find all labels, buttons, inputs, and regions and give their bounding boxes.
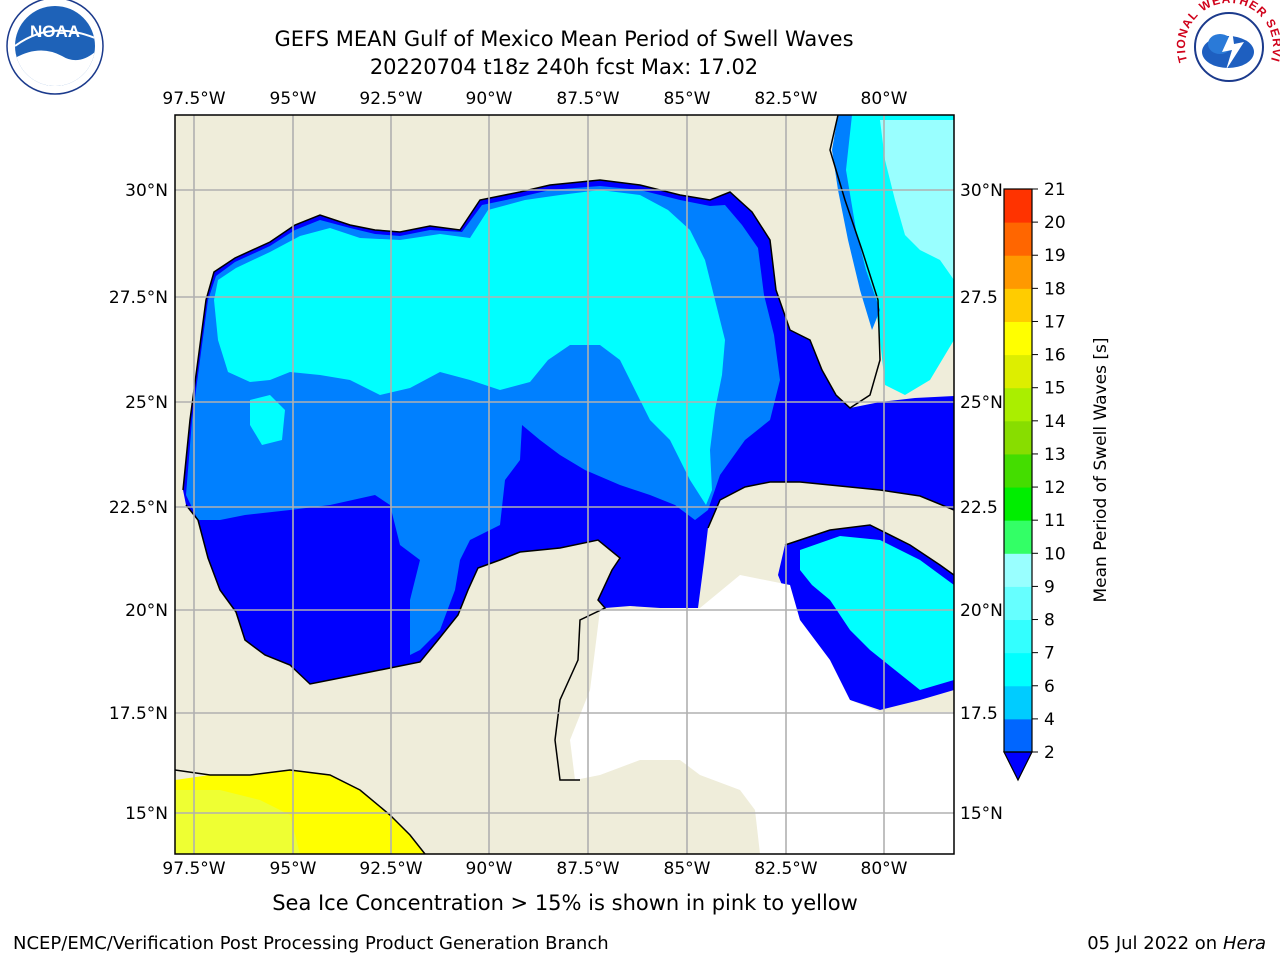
- gulf-water-cyan-patch: [250, 395, 285, 445]
- colorbar-segment: [1004, 321, 1032, 356]
- lon-tick-label: 82.5°W: [754, 859, 817, 879]
- colorbar-tick-label: 16: [1044, 346, 1066, 366]
- colorbar-segment: [1004, 189, 1032, 223]
- colorbar-tick-label: 4: [1044, 710, 1055, 730]
- colorbar-segment: [1004, 354, 1032, 389]
- atlantic-water-lightcyan: [880, 120, 954, 280]
- lat-tick-label-left: 20°N: [125, 601, 168, 621]
- lon-tick-label: 95°W: [270, 89, 317, 109]
- colorbar-tick-label: 11: [1044, 511, 1066, 531]
- pacific-water-lightyellow: [175, 790, 300, 854]
- noaa-logo: NOAA: [6, 0, 104, 95]
- colorbar-segment: [1004, 718, 1032, 753]
- colorbar-segment: [1004, 652, 1032, 687]
- coastline-cuba: [707, 481, 954, 529]
- colorbar-tick-label: 12: [1044, 478, 1066, 498]
- noaa-logo-text: NOAA: [30, 22, 80, 41]
- map-plot-area: [175, 115, 954, 854]
- colorbar-segment: [1004, 619, 1032, 654]
- lat-tick-label-left: 30°N: [125, 181, 168, 201]
- colorbar-segment: [1004, 453, 1032, 488]
- coastline-caribbean: [784, 524, 954, 576]
- colorbar-segment: [1004, 487, 1032, 521]
- lat-tick-label-left: 25°N: [125, 393, 168, 413]
- lon-tick-label: 87.5°W: [556, 859, 619, 879]
- colorbar-segment: [1004, 420, 1032, 455]
- colorbar-tick-label: 15: [1044, 379, 1066, 399]
- colorbar-tick-label: 21: [1044, 180, 1066, 200]
- lat-tick-label-left: 17.5°N: [109, 704, 168, 724]
- colorbar-segment: [1004, 586, 1032, 621]
- caribbean-water-white: [570, 575, 954, 854]
- colorbar-segment: [1004, 553, 1032, 587]
- colorbar-tick-label: 10: [1044, 544, 1066, 564]
- colorbar-label: Mean Period of Swell Waves [s]: [1091, 338, 1111, 603]
- colorbar-tick-label: 20: [1044, 213, 1066, 233]
- lat-tick-label-left: 15°N: [125, 804, 168, 824]
- caribbean-water-cyan: [800, 536, 954, 690]
- coastline-pacific: [175, 769, 426, 854]
- nws-logo: NATIONAL WEATHER SERVICE: [0, 0, 1280, 95]
- colorbar-tick-label: 7: [1044, 644, 1055, 664]
- colorbar-tick-label: 6: [1044, 677, 1055, 697]
- lat-tick-label-right: 15°N: [960, 804, 1003, 824]
- lon-tick-label: 80°W: [861, 859, 908, 879]
- atlantic-water-blue: [832, 115, 880, 330]
- colorbar-tick-label: 13: [1044, 445, 1066, 465]
- lon-tick-label: 95°W: [270, 859, 317, 879]
- colorbar-segment: [1004, 685, 1032, 720]
- lon-tick-label: 80°W: [861, 89, 908, 109]
- colorbar-segment: [1004, 222, 1032, 256]
- nws-logo-text: NATIONAL WEATHER SERVICE: [0, 0, 1280, 64]
- lon-tick-label: 90°W: [466, 89, 513, 109]
- lon-tick-label: 92.5°W: [359, 89, 422, 109]
- colorbar-tick-label: 2: [1044, 743, 1055, 763]
- lat-tick-label-right: 22.5: [960, 498, 998, 518]
- run-date: 05 Jul 2022 on Hera: [1087, 933, 1266, 954]
- map-subtitle: 20220704 t18z 240h fcst Max: 17.02: [369, 55, 759, 79]
- credit-line: NCEP/EMC/Verification Post Processing Pr…: [13, 933, 609, 954]
- lat-tick-label-left: 27.5°N: [109, 288, 168, 308]
- colorbar-tick-label: 8: [1044, 611, 1055, 631]
- colorbar-segment: [1004, 288, 1032, 322]
- colorbar-tick-label: 14: [1044, 412, 1066, 432]
- footnote: Sea Ice Concentration > 15% is shown in …: [272, 891, 858, 915]
- colorbar-tick-label: 19: [1044, 246, 1066, 266]
- colorbar-tick-label: 17: [1044, 312, 1066, 332]
- colorbar-segment: [1004, 387, 1032, 422]
- colorbar-segment: [1004, 520, 1032, 554]
- colorbar-frame: [1003, 188, 1033, 753]
- colorbar-underflow-arrow: [1003, 751, 1033, 782]
- colorbar: 2 4 6 7 8 9 10 11 12 13 14 15 16 17 18 19 20 21: [1003, 180, 1066, 782]
- map-tick-labels: 97.5°W 97.5°W 95°W 95°W 92.5°W 92.5°W 90°W 90°W…: [109, 89, 1003, 879]
- lat-tick-label-right: 20°N: [960, 601, 1003, 621]
- lon-tick-label: 82.5°W: [754, 89, 817, 109]
- lat-tick-label-right: 17.5: [960, 704, 998, 724]
- lat-tick-label-right: 25°N: [960, 393, 1003, 413]
- lon-tick-label: 97.5°W: [162, 89, 225, 109]
- colorbar-tick-label: 9: [1044, 577, 1055, 597]
- lat-tick-label-right: 27.5: [960, 288, 998, 308]
- map-frame: [174, 114, 955, 855]
- lon-tick-label: 90°W: [466, 859, 513, 879]
- run-date-text: 05 Jul 2022 on: [1087, 933, 1223, 954]
- lon-tick-label: 85°W: [664, 859, 711, 879]
- run-host: Hera: [1222, 933, 1266, 954]
- coastline: [182, 115, 881, 491]
- lat-tick-label-left: 22.5°N: [109, 498, 168, 518]
- lon-tick-label: 97.5°W: [162, 859, 225, 879]
- lat-tick-label-right: 30°N: [960, 181, 1003, 201]
- map-title: GEFS MEAN Gulf of Mexico Mean Period of …: [274, 27, 854, 51]
- lon-tick-label: 85°W: [664, 89, 711, 109]
- lon-tick-label: 92.5°W: [359, 859, 422, 879]
- colorbar-segment: [1004, 255, 1032, 289]
- colorbar-tick-label: 18: [1044, 279, 1066, 299]
- map-gridlines: [175, 115, 954, 854]
- lon-tick-label: 87.5°W: [556, 89, 619, 109]
- coastline-mexico: [185, 504, 622, 781]
- gulf-water-cyan: [214, 190, 725, 505]
